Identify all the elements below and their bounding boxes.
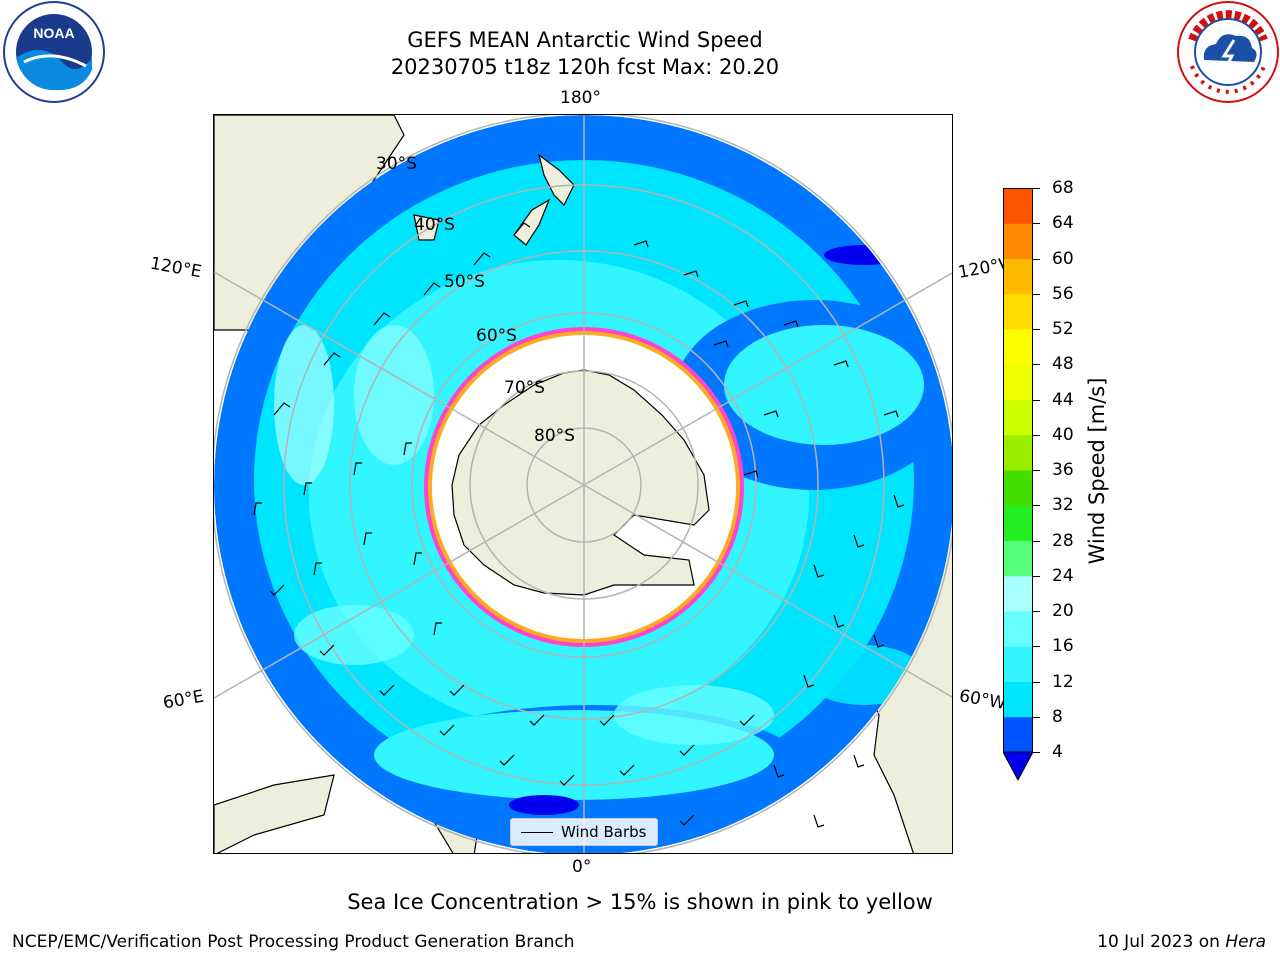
colorbar-band [1003, 716, 1033, 753]
colorbar-band [1003, 575, 1033, 612]
colorbar-tick-label: 48 [1052, 354, 1074, 375]
colorbar-tick-label: 16 [1052, 636, 1074, 657]
wind-barb-legend-label: Wind Barbs [561, 823, 647, 841]
map-canvas: 30°S 40°S 50°S 60°S 70°S 80°S [214, 115, 952, 853]
wind-barbs [253, 222, 905, 828]
colorbar-band [1003, 364, 1033, 400]
lat-label-40s: 40°S [414, 215, 455, 235]
wind-cyclone-east [724, 325, 924, 445]
colorbar-tick-label: 28 [1052, 530, 1074, 551]
lat-label-80s: 80°S [534, 426, 575, 446]
colorbar-tick-label: 56 [1052, 283, 1074, 304]
colorbar-band [1003, 399, 1033, 436]
colorbar-tick-mark [1033, 752, 1040, 753]
footer-date-text: 10 Jul 2023 on [1097, 932, 1226, 952]
colorbar-tick-label: 32 [1052, 495, 1074, 516]
colorbar-tick-mark [1033, 716, 1040, 718]
colorbar-band [1003, 329, 1033, 365]
chart-subtitle: 20230705 t18z 120h fcst Max: 20.20 [390, 55, 780, 79]
colorbar-tick-mark [1033, 188, 1040, 189]
colorbar-tick-label: 40 [1052, 424, 1074, 445]
colorbar-tick-label: 8 [1052, 706, 1063, 727]
lon-label-60e: 60°E [161, 686, 206, 714]
polar-map: 30°S 40°S 50°S 60°S 70°S 80°S [213, 114, 953, 854]
footer-date: 10 Jul 2023 on Hera [1097, 932, 1266, 952]
lon-label-120e: 120°E [148, 253, 204, 283]
noaa-logo-text: NOAA [33, 25, 74, 41]
wind-speed-colorbar [1003, 188, 1033, 782]
colorbar-tick-mark [1033, 540, 1040, 542]
lat-label-60s: 60°S [476, 326, 517, 346]
colorbar-band [1003, 258, 1033, 295]
new-zealand-north [538, 153, 575, 207]
wind-barb-legend-line [521, 832, 553, 833]
lat-label-30s: 30°S [376, 154, 417, 174]
colorbar-band [1003, 611, 1033, 647]
colorbar-band [1003, 188, 1033, 224]
colorbar-tick-label: 52 [1052, 319, 1074, 339]
colorbar-tick-mark [1033, 293, 1040, 295]
nws-logo [1177, 1, 1279, 103]
colorbar-tick-label: 36 [1052, 460, 1074, 480]
colorbar-tick-mark [1033, 223, 1040, 225]
noaa-logo: NOAA [3, 1, 105, 103]
colorbar-tick-mark [1033, 505, 1040, 507]
colorbar-tick-mark [1033, 329, 1040, 330]
colorbar-tick-mark [1033, 364, 1040, 366]
colorbar-tick-mark [1033, 258, 1040, 260]
colorbar-band [1003, 223, 1033, 259]
colorbar-tick-label: 60 [1052, 248, 1074, 269]
wind-min-south [509, 795, 579, 815]
colorbar-tick-mark [1033, 681, 1040, 683]
lon-label-60w: 60°W [957, 686, 1008, 714]
footer-host: Hera [1225, 932, 1266, 952]
colorbar-band [1003, 470, 1033, 506]
wind-max-west [274, 325, 334, 485]
colorbar-tick-label: 64 [1052, 213, 1074, 234]
colorbar-tick-label: 12 [1052, 671, 1074, 692]
colorbar-tick-mark [1033, 399, 1040, 401]
colorbar-band [1003, 293, 1033, 330]
colorbar-band [1003, 540, 1033, 577]
graticule [214, 115, 952, 853]
sea-ice-caption: Sea Ice Concentration > 15% is shown in … [347, 890, 933, 914]
lat-label-50s: 50°S [444, 272, 485, 292]
colorbar-label: Wind Speed [m/s] [1085, 377, 1109, 565]
lon-label-0: 0° [572, 857, 592, 877]
colorbar-tick-label: 20 [1052, 601, 1074, 621]
chart-title: GEFS MEAN Antarctic Wind Speed [407, 28, 763, 52]
colorbar-band [1003, 681, 1033, 718]
colorbar-band [1003, 646, 1033, 682]
colorbar-tick-mark [1033, 646, 1040, 648]
lat-label-70s: 70°S [504, 378, 545, 398]
colorbar-tick-mark [1033, 470, 1040, 471]
colorbar-tick-label: 44 [1052, 389, 1074, 410]
new-zealand-south [513, 198, 551, 246]
africa-land [214, 774, 335, 853]
map-legend: Wind Barbs [510, 818, 658, 846]
colorbar-tick-label: 24 [1052, 565, 1074, 586]
colorbar-tick-label: 68 [1052, 178, 1074, 198]
lon-label-180: 180° [560, 88, 601, 108]
colorbar-extend [1003, 751, 1033, 782]
colorbar-band [1003, 505, 1033, 541]
colorbar-tick-mark [1033, 611, 1040, 612]
colorbar-tick-label: 4 [1052, 742, 1063, 762]
colorbar-band [1003, 434, 1033, 471]
colorbar-tick-mark [1033, 434, 1040, 436]
colorbar-tick-mark [1033, 575, 1040, 577]
footer-credit: NCEP/EMC/Verification Post Processing Pr… [12, 932, 575, 952]
